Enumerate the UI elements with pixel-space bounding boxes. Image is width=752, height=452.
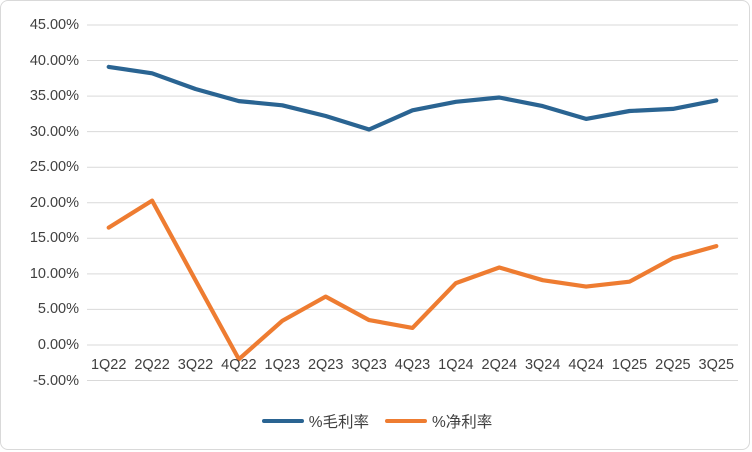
legend-label-net-margin: %净利率 bbox=[432, 414, 493, 431]
legend-label-gross-margin: %毛利率 bbox=[308, 414, 369, 431]
legend: %毛利率 %净利率 bbox=[1, 410, 749, 432]
legend-line-swatch-net-margin bbox=[385, 418, 427, 424]
legend-item-net-margin[interactable]: %净利率 bbox=[385, 410, 492, 432]
series-line-1 bbox=[106, 198, 719, 362]
series-line-0 bbox=[106, 64, 719, 132]
legend-item-gross-margin[interactable]: %毛利率 bbox=[261, 410, 369, 432]
legend-line-swatch-gross-margin bbox=[261, 418, 304, 424]
